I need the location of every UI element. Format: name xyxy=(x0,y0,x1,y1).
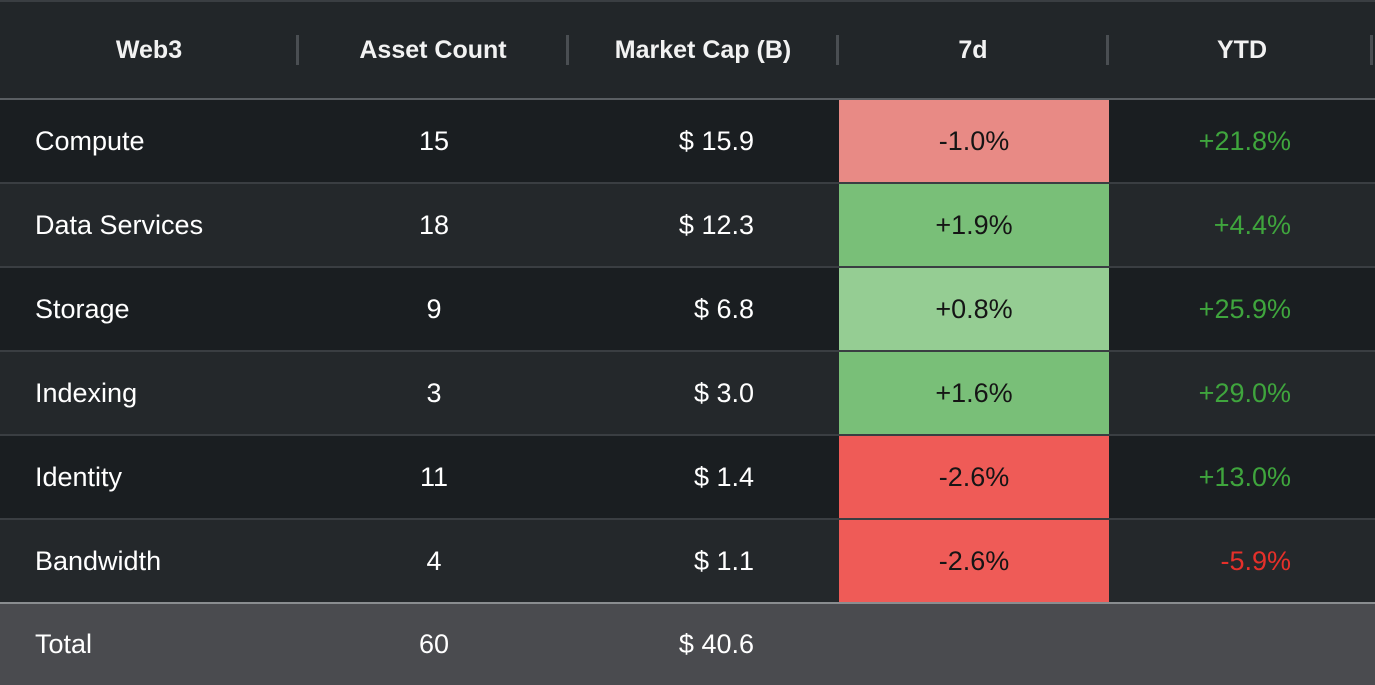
row-ytd-change: +25.9% xyxy=(1198,293,1291,324)
table-row: Compute 15 $ 15.9 -1.0% +21.8% xyxy=(0,100,1375,182)
row-ytd-change: +29.0% xyxy=(1198,377,1291,408)
row-divider xyxy=(0,182,1375,184)
total-row: Total 60 $ 40.6 xyxy=(0,604,1375,685)
row-name: Storage xyxy=(35,293,130,324)
row-name: Compute xyxy=(35,125,145,156)
table-row: Indexing 3 $ 3.0 +1.6% +29.0% xyxy=(0,352,1375,434)
header-divider xyxy=(0,98,1375,100)
row-7d-change: +1.6% xyxy=(839,352,1109,434)
row-ytd-change: +13.0% xyxy=(1198,461,1291,492)
header-ytd[interactable]: YTD xyxy=(1217,35,1267,64)
row-asset-count: 4 xyxy=(426,545,442,576)
row-7d-change: -2.6% xyxy=(839,436,1109,518)
total-asset-count: 60 xyxy=(418,629,450,659)
column-resize-handle[interactable] xyxy=(1106,35,1109,65)
row-7d-change: -2.6% xyxy=(839,520,1109,602)
row-market-cap: $ 6.8 xyxy=(693,293,754,324)
row-market-cap: $ 1.1 xyxy=(693,545,754,576)
row-market-cap: $ 15.9 xyxy=(678,125,754,156)
row-asset-count: 9 xyxy=(426,293,442,324)
row-name: Bandwidth xyxy=(35,545,162,576)
row-ytd-change: +4.4% xyxy=(1213,209,1291,240)
table-row: Identity 11 $ 1.4 -2.6% +13.0% xyxy=(0,436,1375,518)
top-border xyxy=(0,0,1375,2)
row-market-cap: $ 12.3 xyxy=(678,209,754,240)
header-asset-count[interactable]: Asset Count xyxy=(359,35,507,64)
column-resize-handle[interactable] xyxy=(296,35,299,65)
row-divider xyxy=(0,350,1375,352)
row-asset-count: 15 xyxy=(418,125,450,156)
header-market-cap[interactable]: Market Cap (B) xyxy=(614,35,792,64)
row-market-cap: $ 1.4 xyxy=(693,461,754,492)
row-asset-count: 18 xyxy=(418,209,450,240)
column-resize-handle[interactable] xyxy=(836,35,839,65)
total-label: Total xyxy=(35,629,93,659)
row-7d-change: -1.0% xyxy=(839,100,1109,182)
row-name: Identity xyxy=(35,461,123,492)
column-resize-handle[interactable] xyxy=(566,35,569,65)
row-divider xyxy=(0,266,1375,268)
column-resize-handle[interactable] xyxy=(1370,35,1373,65)
total-divider xyxy=(0,602,1375,604)
row-ytd-change: +21.8% xyxy=(1198,125,1291,156)
row-ytd-change: -5.9% xyxy=(1220,545,1291,576)
table-row: Data Services 18 $ 12.3 +1.9% +4.4% xyxy=(0,184,1375,266)
header-7d[interactable]: 7d xyxy=(958,35,988,64)
total-market-cap: $ 40.6 xyxy=(678,629,754,659)
row-name: Data Services xyxy=(35,209,204,240)
row-asset-count: 3 xyxy=(426,377,442,408)
row-divider xyxy=(0,518,1375,520)
table-row: Storage 9 $ 6.8 +0.8% +25.9% xyxy=(0,268,1375,350)
row-market-cap: $ 3.0 xyxy=(693,377,754,408)
row-7d-change: +1.9% xyxy=(839,184,1109,266)
table-header: Web3 Asset Count Market Cap (B) 7d YTD xyxy=(0,2,1375,98)
row-name: Indexing xyxy=(35,377,138,408)
row-asset-count: 11 xyxy=(419,461,449,492)
row-7d-change: +0.8% xyxy=(839,268,1109,350)
header-web3[interactable]: Web3 xyxy=(115,35,183,64)
table-row: Bandwidth 4 $ 1.1 -2.6% -5.9% xyxy=(0,520,1375,602)
row-divider xyxy=(0,434,1375,436)
